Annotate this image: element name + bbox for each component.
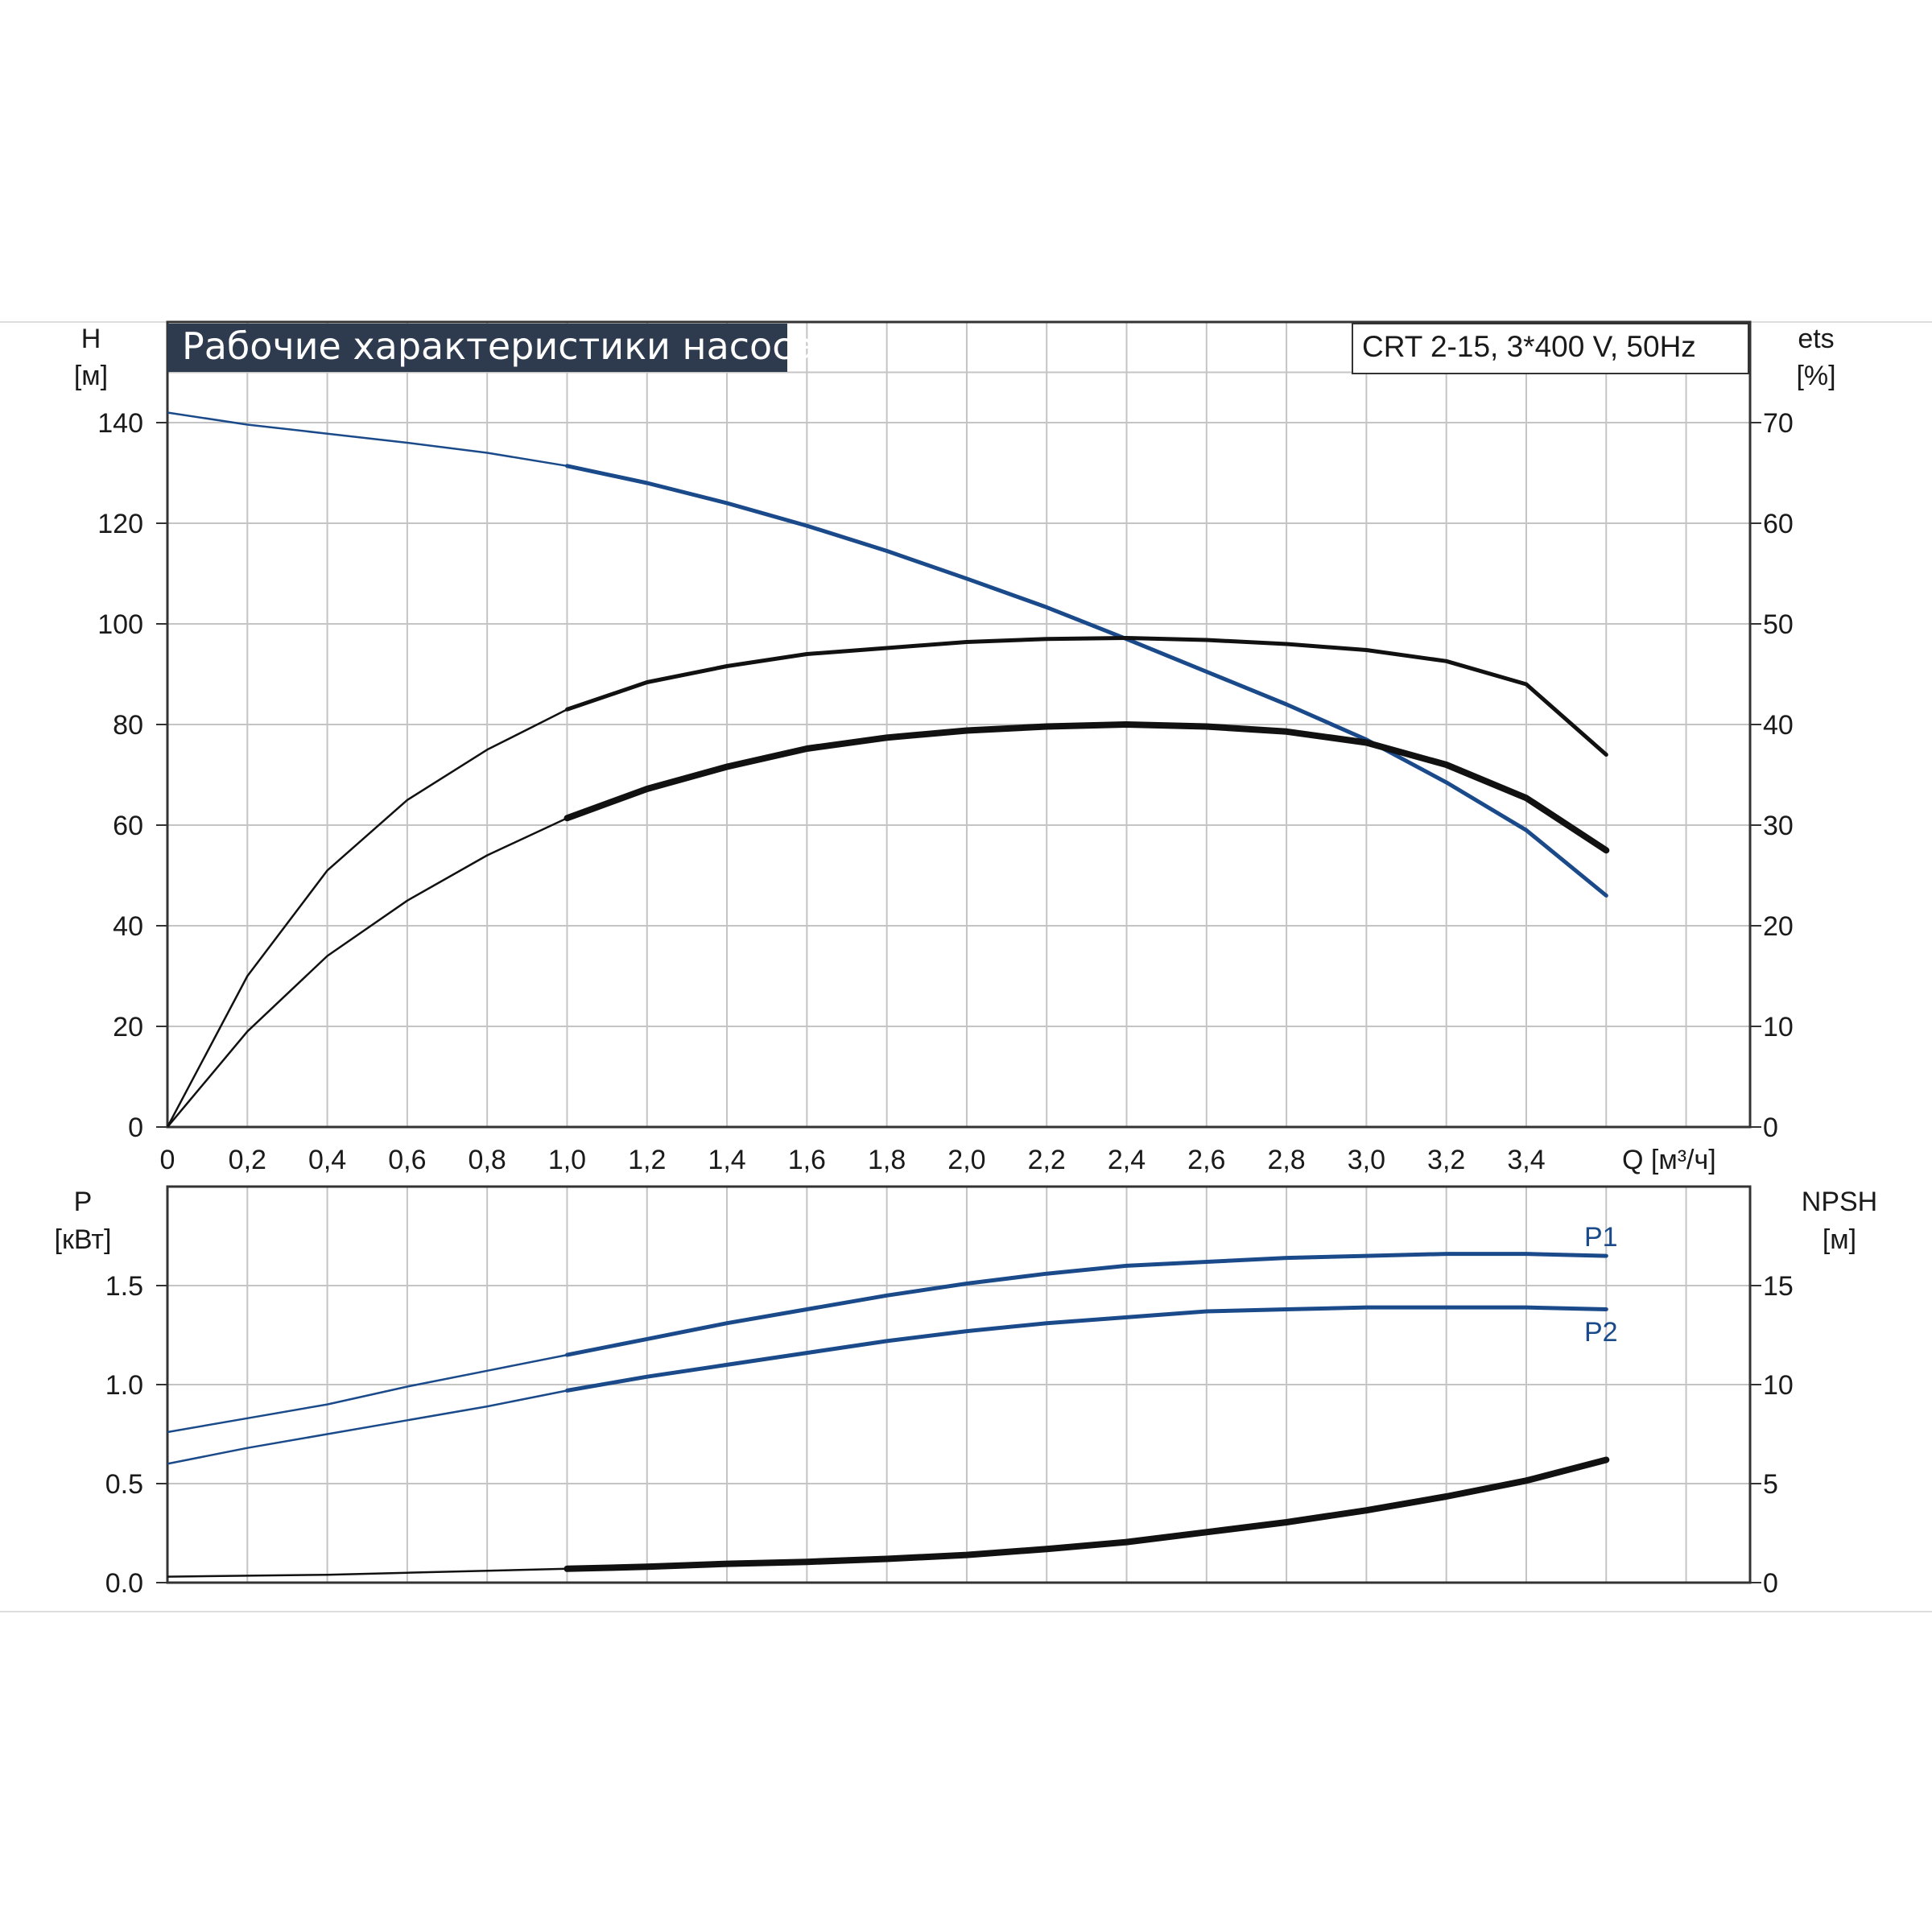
y-tick-label: 30 <box>1763 811 1794 841</box>
series-bottom-0-duty-range <box>565 1252 1608 1357</box>
p1-series-label: P1 <box>1584 1222 1618 1253</box>
series-top-2-duty-range <box>564 721 1610 854</box>
ets-axis-label: ets <box>1798 324 1834 354</box>
y-tick-label: 5 <box>1763 1469 1778 1500</box>
p-axis-label: P <box>74 1187 93 1217</box>
x-tick-label: 1,8 <box>868 1145 906 1175</box>
npsh-axis-unit: [м] <box>1823 1224 1856 1255</box>
y-tick-label: 120 <box>97 509 143 539</box>
model-label: CRT 2-15, 3*400 V, 50Hz <box>1362 330 1696 363</box>
x-tick-label: 2,6 <box>1187 1145 1225 1175</box>
top-right-ticks: 0 10 20 30 40 50 60 70 <box>1750 408 1794 1143</box>
y-tick-label: 0 <box>128 1113 143 1143</box>
x-tick-label: 1,0 <box>548 1145 586 1175</box>
chart-title: Рабочие характеристики насоса <box>182 324 815 368</box>
ets-axis-unit: [%] <box>1796 361 1835 391</box>
p-axis-unit: [кВт] <box>55 1224 112 1255</box>
y-tick-label: 1.0 <box>105 1370 143 1401</box>
y-tick-label: 100 <box>97 609 143 640</box>
x-tick-label: 1,2 <box>628 1145 666 1175</box>
x-tick-label: 3,0 <box>1348 1145 1385 1175</box>
x-tick-label: 0,4 <box>308 1145 346 1175</box>
q-axis-label: Q [м³/ч] <box>1622 1145 1716 1175</box>
bottom-grid <box>167 1187 1750 1583</box>
bottom-right-ticks: 0 5 10 15 <box>1750 1271 1794 1599</box>
y-tick-label: 50 <box>1763 609 1794 640</box>
series-top-0-duty-range <box>565 464 1608 898</box>
y-tick-label: 0 <box>1763 1568 1778 1599</box>
top-curves <box>166 411 1610 1128</box>
series-bottom-2-duty-range <box>564 1456 1610 1572</box>
y-tick-label: 0.0 <box>105 1568 143 1599</box>
y-tick-label: 0 <box>1763 1113 1778 1143</box>
x-tick-label: 3,4 <box>1507 1145 1545 1175</box>
title-box-bg <box>167 324 787 372</box>
x-tick-label: 0,8 <box>469 1145 506 1175</box>
x-tick-label: 2,8 <box>1267 1145 1305 1175</box>
y-tick-label: 80 <box>113 710 143 741</box>
x-tick-label: 2,0 <box>947 1145 985 1175</box>
x-tick-label: 3,2 <box>1427 1145 1465 1175</box>
y-tick-label: 20 <box>1763 911 1794 942</box>
x-tick-label: 0 <box>160 1145 175 1175</box>
npsh-axis-label: NPSH <box>1802 1187 1877 1217</box>
title-box: Рабочие характеристики насоса <box>167 324 815 372</box>
y-tick-label: 140 <box>97 408 143 439</box>
bottom-left-ticks: 0.0 0.5 1.0 1.5 <box>105 1271 167 1599</box>
y-tick-label: 20 <box>113 1012 143 1042</box>
model-box-border <box>1352 323 1749 374</box>
bottom-curves <box>167 1252 1610 1578</box>
model-box: CRT 2-15, 3*400 V, 50Hz <box>1352 323 1749 374</box>
y-tick-label: 60 <box>113 811 143 841</box>
x-tick-label: 0,2 <box>229 1145 266 1175</box>
x-tick-label: 2,4 <box>1108 1145 1146 1175</box>
y-tick-label: 1.5 <box>105 1271 143 1302</box>
y-tick-label: 40 <box>1763 710 1794 741</box>
y-tick-label: 15 <box>1763 1271 1794 1302</box>
series-top-1-duty-range <box>565 636 1608 757</box>
x-tick-label: 1,6 <box>788 1145 826 1175</box>
series-bottom-1-duty-range <box>565 1305 1608 1393</box>
x-tick-label: 2,2 <box>1028 1145 1066 1175</box>
y-tick-label: 10 <box>1763 1370 1794 1401</box>
y-tick-label: 10 <box>1763 1012 1794 1042</box>
top-x-ticks: 0 0,2 0,4 0,6 0,8 1,0 1,2 1,4 1,6 1,8 2,0 2,2 2,4 2,6… <box>160 1145 1546 1175</box>
p2-series-label: P2 <box>1584 1317 1618 1348</box>
h-axis-unit: [м] <box>74 361 108 391</box>
top-left-ticks: 0 20 40 60 80 100 120 140 <box>97 408 167 1143</box>
y-tick-label: 60 <box>1763 509 1794 539</box>
y-tick-label: 70 <box>1763 408 1794 439</box>
y-tick-label: 0.5 <box>105 1469 143 1500</box>
x-tick-label: 0,6 <box>388 1145 426 1175</box>
y-tick-label: 40 <box>113 911 143 942</box>
x-tick-label: 1,4 <box>708 1145 745 1175</box>
h-axis-label: H <box>81 324 101 354</box>
